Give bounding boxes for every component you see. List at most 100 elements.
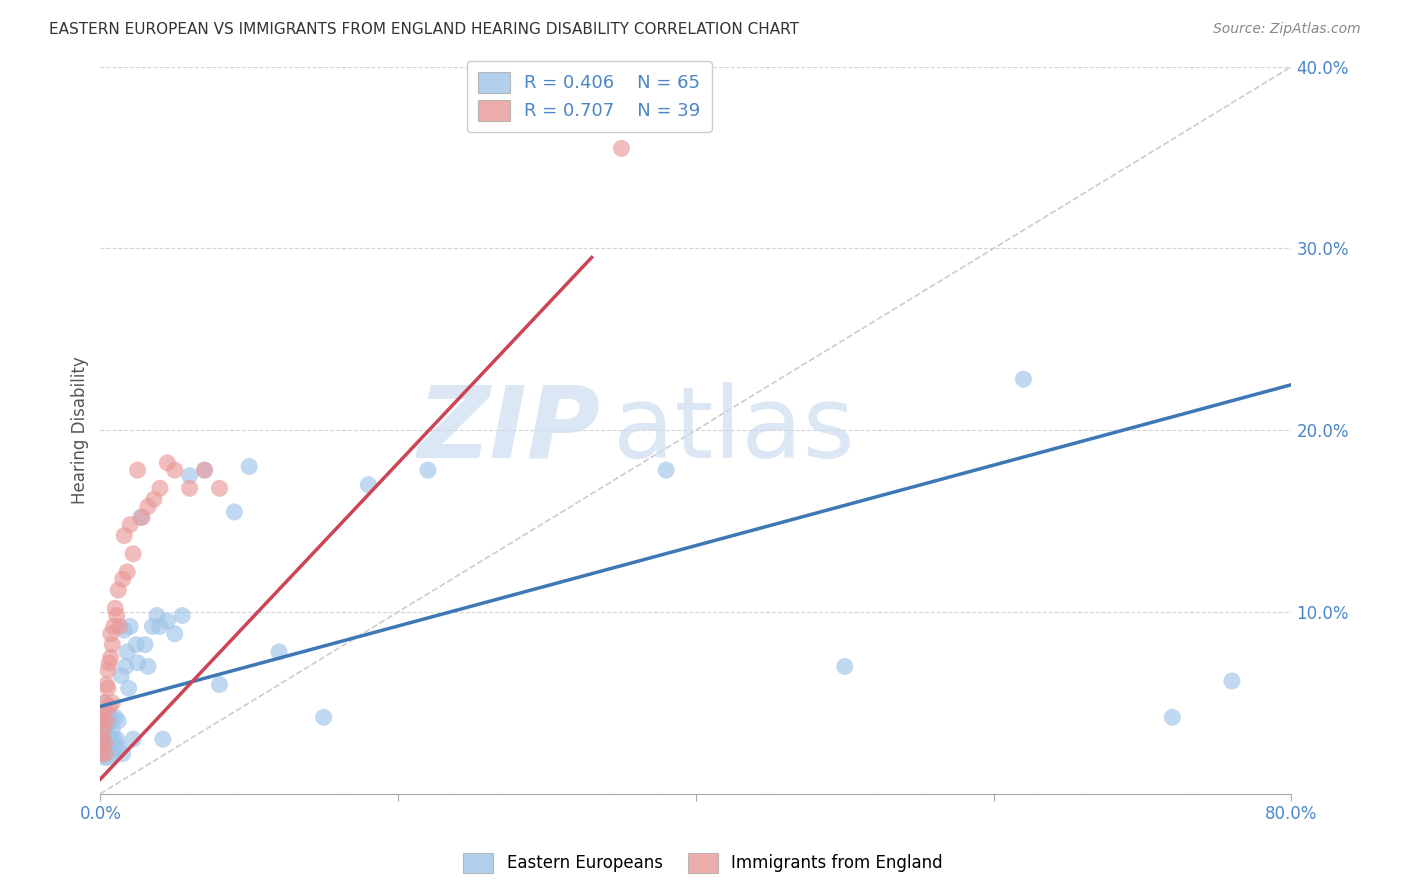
Point: [141, 619, 163, 633]
Point: [94, 747, 117, 761]
Point: [96, 741, 118, 756]
Point: [96, 710, 118, 724]
Point: [115, 645, 138, 659]
Point: [131, 510, 153, 524]
Point: [91, 732, 114, 747]
Point: [96, 714, 118, 728]
Point: [149, 619, 172, 633]
Point: [98, 699, 121, 714]
Point: [134, 638, 156, 652]
Point: [97, 681, 120, 696]
Point: [146, 608, 169, 623]
Point: [90, 732, 112, 747]
Point: [122, 732, 145, 747]
Point: [100, 747, 122, 761]
Point: [163, 626, 186, 640]
Point: [100, 650, 122, 665]
Point: [142, 492, 165, 507]
Legend: R = 0.406    N = 65, R = 0.707    N = 39: R = 0.406 N = 65, R = 0.707 N = 39: [467, 61, 711, 132]
Point: [238, 459, 260, 474]
Point: [94, 723, 117, 737]
Point: [115, 565, 138, 579]
Point: [90, 729, 112, 743]
Point: [208, 678, 231, 692]
Point: [152, 732, 174, 747]
Point: [101, 638, 124, 652]
Point: [104, 741, 127, 756]
Point: [136, 659, 159, 673]
Point: [1220, 673, 1243, 688]
Point: [96, 732, 118, 747]
Text: atlas: atlas: [613, 382, 855, 479]
Point: [94, 696, 117, 710]
Point: [127, 656, 149, 670]
Point: [91, 723, 114, 737]
Point: [97, 750, 120, 764]
Point: [98, 708, 121, 723]
Point: [655, 463, 678, 477]
Point: [103, 619, 125, 633]
Point: [91, 747, 114, 761]
Point: [94, 750, 117, 764]
Legend: Eastern Europeans, Immigrants from England: Eastern Europeans, Immigrants from Engla…: [457, 847, 949, 880]
Point: [105, 732, 128, 747]
Text: Source: ZipAtlas.com: Source: ZipAtlas.com: [1213, 22, 1361, 37]
Point: [834, 659, 856, 673]
Point: [91, 705, 114, 719]
Point: [156, 456, 179, 470]
Point: [179, 481, 201, 495]
Point: [98, 741, 121, 756]
Point: [112, 623, 135, 637]
Point: [94, 736, 117, 750]
Point: [90, 741, 112, 756]
Point: [1161, 710, 1184, 724]
Point: [312, 710, 335, 724]
Point: [208, 481, 231, 495]
Y-axis label: Hearing Disability: Hearing Disability: [72, 356, 89, 504]
Text: EASTERN EUROPEAN VS IMMIGRANTS FROM ENGLAND HEARING DISABILITY CORRELATION CHART: EASTERN EUROPEAN VS IMMIGRANTS FROM ENGL…: [49, 22, 799, 37]
Point: [120, 517, 142, 532]
Point: [610, 141, 633, 155]
Point: [110, 668, 132, 682]
Point: [149, 481, 172, 495]
Point: [98, 656, 121, 670]
Point: [100, 732, 122, 747]
Point: [101, 696, 124, 710]
Point: [111, 747, 134, 761]
Point: [117, 681, 139, 696]
Point: [96, 678, 118, 692]
Point: [127, 463, 149, 477]
Point: [101, 736, 124, 750]
Point: [416, 463, 439, 477]
Point: [179, 468, 201, 483]
Point: [94, 736, 117, 750]
Point: [100, 714, 122, 728]
Point: [101, 723, 124, 737]
Point: [122, 547, 145, 561]
Point: [194, 463, 217, 477]
Point: [125, 638, 148, 652]
Point: [107, 583, 129, 598]
Point: [104, 710, 127, 724]
Point: [90, 714, 112, 728]
Point: [100, 626, 122, 640]
Point: [97, 663, 120, 677]
Point: [111, 572, 134, 586]
Point: [163, 463, 186, 477]
Point: [98, 732, 121, 747]
Point: [105, 608, 128, 623]
Point: [114, 659, 136, 673]
Point: [107, 714, 129, 728]
Point: [112, 528, 135, 542]
Point: [108, 741, 131, 756]
Point: [94, 696, 117, 710]
Point: [357, 477, 380, 491]
Point: [90, 714, 112, 728]
Point: [97, 717, 120, 731]
Text: ZIP: ZIP: [418, 382, 600, 479]
Point: [267, 645, 290, 659]
Point: [103, 732, 125, 747]
Point: [104, 601, 127, 615]
Point: [97, 736, 120, 750]
Point: [91, 717, 114, 731]
